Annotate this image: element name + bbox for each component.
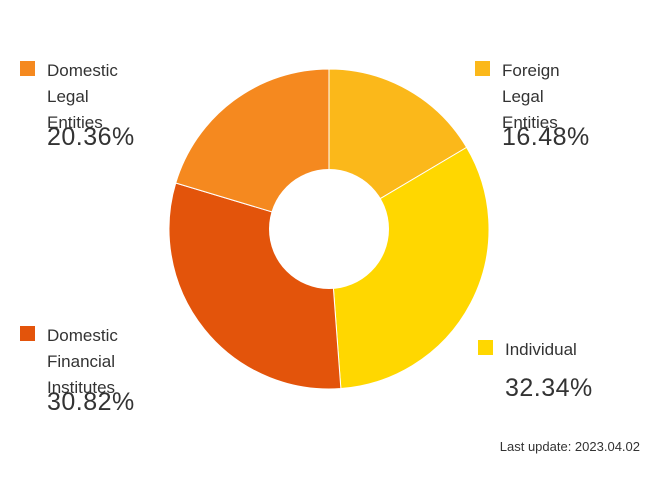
legend-label: Domestic Legal Entities xyxy=(47,58,118,136)
last-update-note: Last update: 2023.04.02 xyxy=(499,439,640,454)
legend-swatch xyxy=(20,61,35,76)
legend-label-line-2: Financial Institutes xyxy=(47,352,116,397)
legend-swatch xyxy=(478,340,493,355)
legend-label-line-1: Foreign xyxy=(502,61,560,80)
legend-label: Foreign Legal Entities xyxy=(502,58,560,136)
legend-label-line-1: Individual xyxy=(505,340,577,359)
legend-swatch xyxy=(20,326,35,341)
legend-label: Individual xyxy=(505,337,577,363)
legend-value: 32.34% xyxy=(505,374,593,402)
legend-label-line-2: Legal Entities xyxy=(502,87,558,132)
legend-label-line-2: Legal Entities xyxy=(47,87,103,132)
legend-label-line-1: Domestic xyxy=(47,61,118,80)
legend-value: 30.82% xyxy=(47,388,135,416)
donut-hole xyxy=(269,169,389,289)
legend-label-line-1: Domestic xyxy=(47,326,118,345)
legend-value: 20.36% xyxy=(47,123,135,151)
legend-swatch xyxy=(475,61,490,76)
legend-label: Domestic Financial Institutes xyxy=(47,323,118,401)
legend-value: 16.48% xyxy=(502,123,590,151)
